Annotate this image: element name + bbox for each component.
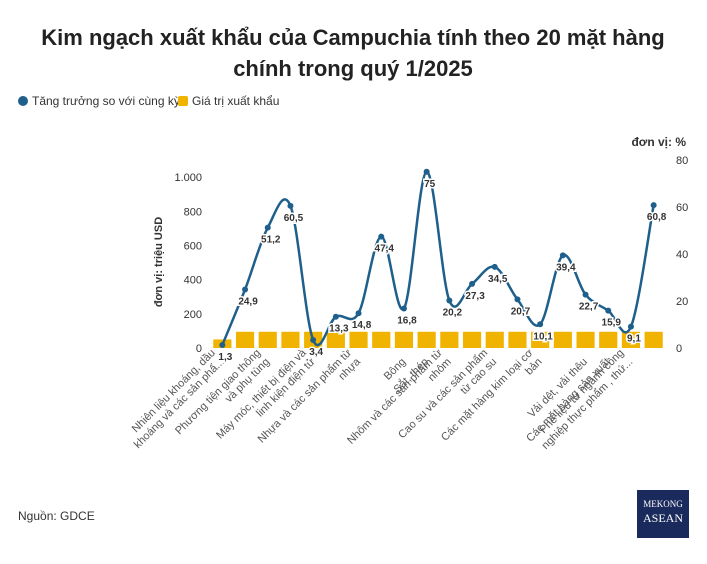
legend-label: Giá trị xuất khẩu: [192, 94, 279, 108]
bar: [349, 331, 368, 348]
bar: [576, 331, 595, 348]
data-label: 10,1: [533, 331, 553, 342]
data-label: 16,8: [397, 316, 417, 327]
chart-title: Kim ngạch xuất khẩu của Campuchia tính t…: [41, 25, 664, 50]
y-tick-label: 0: [196, 343, 202, 355]
point: [355, 310, 362, 317]
legend-swatch: [178, 96, 188, 106]
y-tick-label: 600: [184, 240, 202, 252]
bar: [508, 331, 527, 348]
point: [310, 337, 317, 344]
bar: [417, 331, 436, 348]
logo-text: ASEAN: [643, 511, 683, 525]
data-label: 47,4: [375, 244, 395, 255]
data-label: 24,9: [238, 296, 258, 307]
data-label: 22,7: [579, 302, 599, 313]
bar: [394, 331, 414, 348]
y-tick-label: 200: [184, 309, 202, 321]
bar: [258, 331, 277, 348]
y2-axis-label: đơn vị: %: [631, 135, 686, 149]
data-label: 51,2: [261, 235, 281, 246]
y-tick-label: 400: [184, 275, 202, 287]
y-tick-label: 1.000: [174, 172, 202, 184]
bar: [485, 331, 504, 348]
data-label: 15,9: [602, 318, 622, 329]
bar: [372, 331, 391, 348]
bar: [281, 331, 300, 348]
data-label: 14,8: [352, 320, 372, 331]
y2-tick-label: 0: [676, 343, 682, 355]
point: [242, 286, 249, 293]
point: [423, 168, 430, 175]
data-label: 34,5: [488, 274, 508, 285]
point: [491, 263, 498, 270]
data-label: 39,4: [556, 262, 576, 273]
data-label: 13,3: [329, 324, 349, 335]
bar: [531, 331, 550, 348]
data-label: 60,5: [284, 213, 304, 224]
bar: [462, 331, 482, 348]
y2-tick-label: 80: [676, 155, 688, 167]
chart-title: chính trong quý 1/2025: [233, 56, 473, 81]
point: [378, 233, 385, 240]
source: Nguồn: GDCE: [18, 509, 95, 523]
bar: [621, 331, 641, 348]
logo: [637, 490, 689, 538]
point: [650, 202, 657, 209]
data-label: 60,8: [647, 212, 667, 223]
point: [400, 305, 407, 312]
data-label: 20,7: [511, 306, 531, 317]
data-label: 20,2: [443, 308, 463, 319]
point: [264, 224, 271, 231]
legend-swatch: [18, 96, 28, 106]
bar: [599, 331, 618, 348]
point: [627, 323, 634, 330]
point: [582, 291, 589, 298]
y-axis-label: đơn vị: triệu USD: [153, 217, 165, 307]
bar: [644, 331, 663, 348]
point: [219, 341, 226, 348]
legend-label: Tăng trưởng so với cùng kỳ: [32, 94, 180, 108]
data-label: 75: [424, 179, 436, 190]
point: [514, 296, 521, 303]
point: [332, 313, 339, 320]
point: [537, 321, 544, 328]
bar: [326, 331, 345, 348]
y-tick-label: 800: [184, 206, 202, 218]
point: [287, 202, 294, 209]
data-label: 3,4: [309, 347, 323, 358]
point: [469, 280, 476, 287]
bar: [235, 331, 255, 348]
point: [446, 297, 453, 304]
line: [221, 170, 655, 347]
data-label: 1,3: [218, 352, 232, 363]
bar: [553, 331, 572, 348]
bar: [440, 331, 459, 348]
data-label: 27,3: [465, 291, 485, 302]
logo-text: MEKONG: [643, 499, 683, 509]
y2-tick-label: 40: [676, 249, 688, 261]
point: [605, 307, 612, 314]
y2-tick-label: 20: [676, 296, 688, 308]
data-label: 9,1: [627, 334, 641, 345]
point: [559, 252, 566, 259]
y2-tick-label: 60: [676, 202, 688, 214]
